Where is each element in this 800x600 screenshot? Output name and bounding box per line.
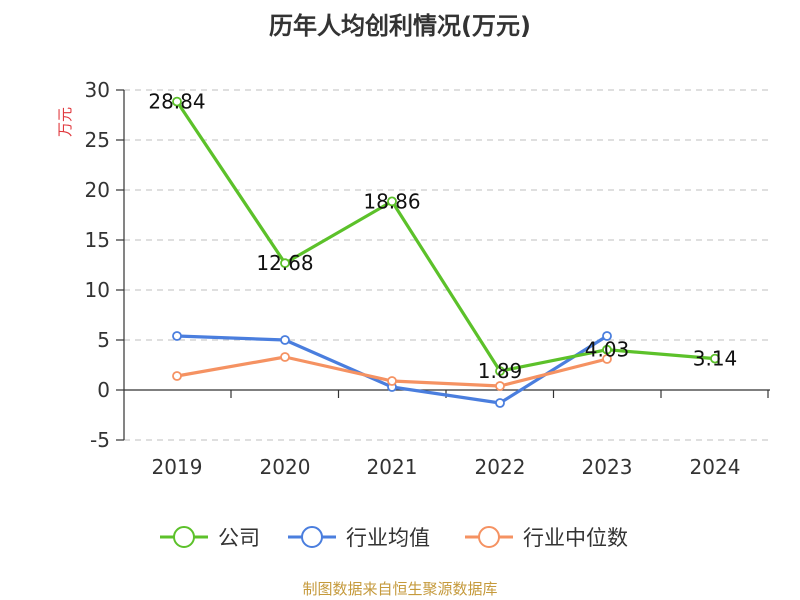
y-tick-label: 15 (85, 228, 110, 252)
legend-label: 行业中位数 (523, 526, 628, 550)
data-label: 1.89 (478, 359, 523, 383)
data-label: 4.03 (585, 338, 630, 362)
data-point (602, 331, 612, 341)
series-line-0 (175, 99, 717, 373)
y-axis-label: 万元 (56, 107, 74, 137)
data-point (495, 381, 505, 391)
data-label: 28.84 (148, 90, 205, 114)
data-point (387, 196, 397, 207)
legend-swatch-marker (173, 526, 195, 548)
x-tick-label: 2023 (582, 455, 633, 479)
legend-item[interactable]: 行业中位数 (465, 526, 628, 550)
y-tick-label: 10 (85, 278, 110, 302)
legend-item[interactable]: 行业均值 (288, 526, 430, 550)
y-tick-label: 25 (85, 128, 110, 152)
legend-swatch-marker (301, 526, 323, 548)
series-lines (172, 96, 720, 408)
x-tick-label: 2024 (690, 455, 741, 479)
y-tick-label: 0 (97, 378, 110, 402)
data-point (495, 398, 505, 408)
legend[interactable]: 公司 行业均值 行业中位数 (160, 526, 628, 550)
data-point (495, 366, 505, 377)
data-point (280, 258, 290, 269)
source-note: 制图数据来自恒生聚源数据库 (302, 580, 498, 598)
axes: -5 0 5 10 15 20 25 30 2019 2020 2021 2022 2023 2024 万元 (56, 78, 770, 479)
series-line-1 (175, 334, 609, 405)
x-tick-label: 2021 (367, 455, 418, 479)
data-point (280, 335, 290, 345)
grid-lines (124, 89, 770, 441)
data-label: 12.68 (256, 251, 313, 275)
data-label: 18.86 (363, 189, 420, 213)
data-point (172, 96, 182, 107)
chart-title: 历年人均创利情况(万元) (269, 12, 531, 40)
x-tick-label: 2022 (475, 455, 526, 479)
y-tick-label: 20 (85, 178, 110, 202)
data-point (602, 344, 612, 355)
y-tick-label: 5 (97, 328, 110, 352)
data-point (172, 371, 182, 381)
y-tick-label: -5 (90, 428, 110, 452)
data-point (710, 353, 720, 364)
legend-label: 公司 (218, 526, 260, 550)
y-tick-label: 30 (85, 78, 110, 102)
data-point (280, 352, 290, 362)
x-tick-label: 2020 (260, 455, 311, 479)
legend-item[interactable]: 公司 (160, 526, 260, 550)
data-point (387, 376, 397, 386)
data-point (172, 331, 182, 341)
data-labels: 28.84 12.68 18.86 1.89 4.03 3.14 (148, 90, 737, 384)
x-tick-label: 2019 (152, 455, 203, 479)
data-point (602, 354, 612, 364)
data-label: 3.14 (693, 347, 738, 371)
legend-label: 行业均值 (346, 526, 430, 550)
legend-swatch-marker (478, 526, 500, 548)
